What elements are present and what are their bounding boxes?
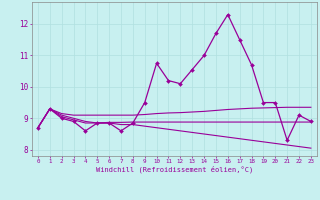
X-axis label: Windchill (Refroidissement éolien,°C): Windchill (Refroidissement éolien,°C) — [96, 166, 253, 173]
